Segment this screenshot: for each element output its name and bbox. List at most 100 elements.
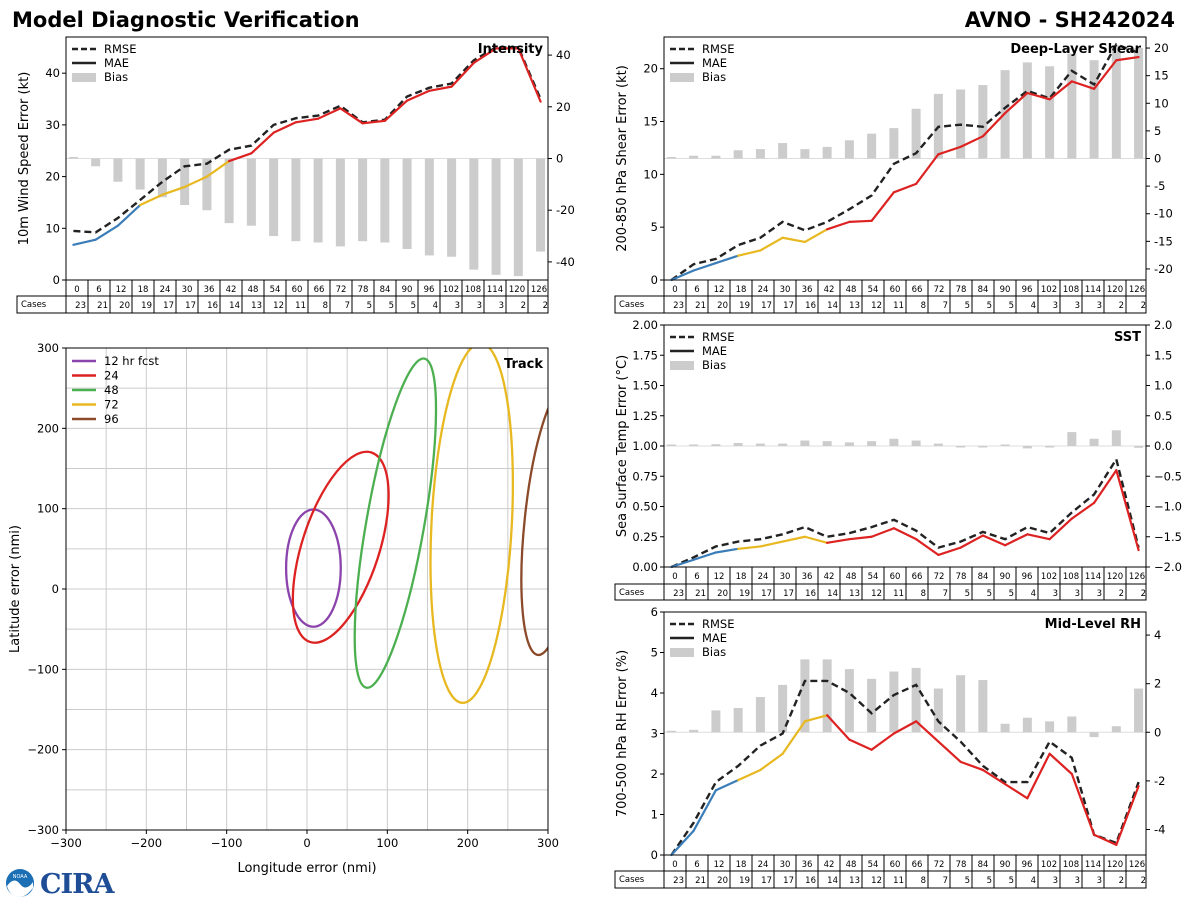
- shear-bias-bar: [1067, 53, 1077, 159]
- shear-ytick-label: 10: [643, 167, 658, 181]
- rh-hour-cell: 30: [780, 860, 791, 870]
- shear-bias-bar: [1134, 48, 1144, 159]
- sst-bias-bar: [889, 438, 899, 446]
- rh-hour-cell: 102: [1041, 860, 1057, 870]
- rh-bias-bar: [956, 675, 966, 733]
- intensity-hour-cell: 60: [292, 285, 303, 295]
- sst-y2tick-label: 1.0: [1154, 379, 1172, 393]
- sst-hour-cell: 126: [1129, 572, 1145, 582]
- rh-legend-rmse: RMSE: [702, 617, 734, 631]
- sst-mae-segment: [892, 527, 918, 541]
- track-xtick-label: −200: [131, 836, 163, 850]
- rh-mae-segment: [892, 720, 918, 735]
- rh-bias-bar: [689, 729, 699, 733]
- intensity-case-cell: 4: [433, 301, 438, 311]
- intensity-mae-segment: [472, 47, 498, 64]
- intensity-bias-bar: [269, 158, 279, 237]
- rh-bias-bar: [755, 697, 765, 733]
- sst-ytick-label: 1.25: [632, 409, 658, 423]
- track-legend-label: 12 hr fcst: [104, 354, 159, 368]
- intensity-mae-segment: [272, 121, 297, 134]
- sst-y2tick-label: −1.0: [1154, 500, 1182, 514]
- intensity-hour-cell: 24: [160, 285, 171, 295]
- rh-cases-label: Cases: [619, 875, 645, 885]
- rh-axes-frame: [663, 611, 1147, 856]
- intensity-hour-cell: 30: [182, 285, 193, 295]
- intensity-bias-bar: [513, 158, 523, 277]
- sst-hour-cell: 78: [956, 572, 967, 582]
- rh-ytick-label: 4: [651, 686, 658, 700]
- rh-case-cell: 8: [921, 876, 926, 886]
- rh-bias-bar: [911, 667, 921, 733]
- rh-mae-segment: [781, 720, 806, 755]
- sst-hour-cell: 42: [824, 572, 835, 582]
- sst-mae-segment: [959, 534, 984, 549]
- rh-hour-cell: 6: [694, 860, 699, 870]
- sst-ytick-label: 1.75: [632, 348, 658, 362]
- intensity-bias-bar: [246, 158, 256, 226]
- sst-case-cell: 5: [965, 589, 970, 599]
- shear-y2tick-label: -10: [1154, 207, 1173, 221]
- track-panel-title: Track: [504, 357, 543, 372]
- storm-id: AVNO - SH242024: [965, 8, 1175, 32]
- rh-hour-cell: 66: [912, 860, 923, 870]
- rh-ytick-label: 6: [651, 605, 658, 619]
- intensity-mae-segment: [383, 99, 409, 122]
- shear-panel-title: Deep-Layer Shear: [1010, 42, 1141, 57]
- track-xtick-label: 200: [457, 836, 479, 850]
- sst-case-cell: 7: [943, 589, 948, 599]
- intensity-mae-segment: [116, 203, 142, 227]
- shear-cases-row: [614, 295, 1147, 314]
- rh-bias-bar: [666, 730, 676, 733]
- track-ytick-label: 300: [37, 341, 59, 355]
- shear-mae-segment: [1092, 59, 1118, 90]
- rh-ylabel: 700-500 hPa RH Error (%): [615, 650, 630, 817]
- shear-mae-segment: [1004, 91, 1029, 115]
- rh-panel-title: Mid-Level RH: [1045, 617, 1141, 632]
- intensity-case-cell: 17: [163, 301, 174, 311]
- sst-hour-cell: 24: [758, 572, 769, 582]
- intensity-case-cell: 5: [389, 301, 394, 311]
- rh-case-cell: 17: [761, 876, 772, 886]
- shear-mae-segment: [714, 254, 740, 265]
- sst-bias-bar: [711, 444, 721, 446]
- intensity-ytick-label: 20: [45, 170, 60, 184]
- intensity-case-cell: 14: [229, 301, 240, 311]
- sst-y2tick-label: −2.0: [1154, 560, 1182, 574]
- noaa-wave-icon: [7, 880, 33, 897]
- intensity-case-cell: 2: [521, 301, 526, 311]
- shear-hour-cell: 84: [978, 285, 989, 295]
- rh-case-cell: 20: [717, 876, 728, 886]
- sst-hour-cell: 0: [672, 572, 677, 582]
- rh-rmse-line: [670, 679, 1140, 856]
- intensity-rmse-line: [73, 46, 542, 234]
- rh-mae-segment: [959, 760, 984, 772]
- shear-legend-bias-swatch: [670, 73, 694, 82]
- track-ylabel: Latitude error (nmi): [8, 525, 23, 653]
- intensity-mae-segment: [361, 119, 386, 125]
- sst-ytick-label: 0.75: [632, 469, 658, 483]
- sst-case-cell: 23: [673, 589, 684, 599]
- intensity-mae-segment: [161, 185, 186, 196]
- rh-y2tick-label: 2: [1154, 677, 1161, 691]
- intensity-cases-label: Cases: [21, 300, 47, 310]
- sst-case-cell: 17: [783, 589, 794, 599]
- sst-mae-segment: [803, 535, 829, 544]
- sst-bias-bar: [1111, 430, 1121, 446]
- track-ytick-label: 200: [37, 421, 59, 435]
- rh-hour-cell: 0: [672, 860, 677, 870]
- sst-mae-segment: [781, 535, 806, 543]
- shear-mae-segment: [781, 236, 806, 244]
- intensity-hour-cell: 84: [380, 285, 391, 295]
- intensity-case-cell: 3: [455, 301, 460, 311]
- shear-hour-cell: 126: [1129, 285, 1145, 295]
- shear-hour-cell: 54: [868, 285, 879, 295]
- shear-legend-bias: Bias: [702, 70, 726, 84]
- sst-mae-segment: [759, 540, 784, 548]
- sst-bias-bar: [778, 443, 788, 446]
- rh-mae-segment: [937, 740, 962, 763]
- sst-mae-segment: [1048, 517, 1073, 541]
- intensity-case-cell: 23: [75, 301, 86, 311]
- rh-legend-bias-swatch: [670, 648, 694, 657]
